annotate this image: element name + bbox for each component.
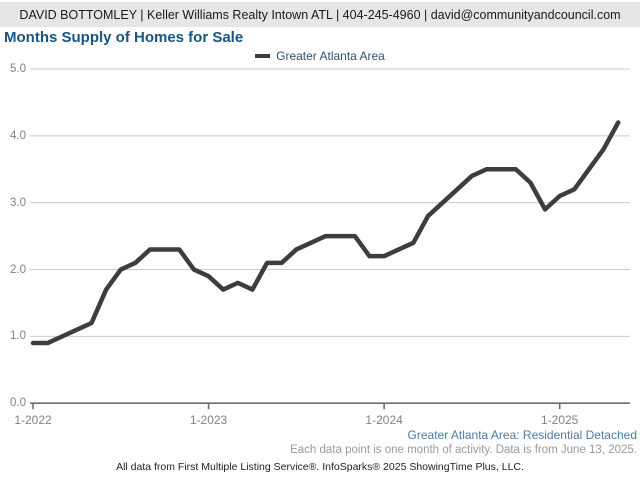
legend-series-label: Greater Atlanta Area: [276, 49, 385, 63]
x-axis-tick-label: 1-2022: [14, 413, 52, 427]
footer-series-description: Greater Atlanta Area: Residential Detach…: [407, 428, 637, 442]
axes-group: [30, 402, 630, 410]
x-axis-tick-label: 1-2023: [189, 413, 228, 427]
y-axis-tick-label: 2.0: [10, 263, 26, 276]
y-axis-tick-label: 0.0: [10, 397, 26, 410]
y-axis-tick-label: 3.0: [10, 196, 26, 209]
series-lines-group: [30, 120, 621, 346]
footer-copyright: All data from First Multiple Listing Ser…: [116, 461, 524, 473]
legend-line-swatch: [255, 54, 271, 58]
y-axis-tick-label: 4.0: [10, 129, 26, 142]
x-axis-tick-label: 1-2024: [365, 413, 403, 427]
y-axis-tick-label: 5.0: [10, 63, 26, 75]
page-title: Months Supply of Homes for Sale: [4, 29, 244, 46]
contact-header-text: DAVID BOTTOMLEY | Keller Williams Realty…: [19, 7, 621, 22]
x-axis-tick-label: 1-2025: [540, 413, 579, 427]
y-axis-tick-label: 1.0: [10, 330, 26, 343]
chart-legend: Greater Atlanta Area: [0, 49, 640, 63]
footer-data-note: Each data point is one month of activity…: [290, 444, 637, 456]
gridlines-group: [30, 68, 630, 337]
contact-header-bar: DAVID BOTTOMLEY | Keller Williams Realty…: [0, 2, 640, 27]
supply-line-series: [30, 120, 621, 346]
